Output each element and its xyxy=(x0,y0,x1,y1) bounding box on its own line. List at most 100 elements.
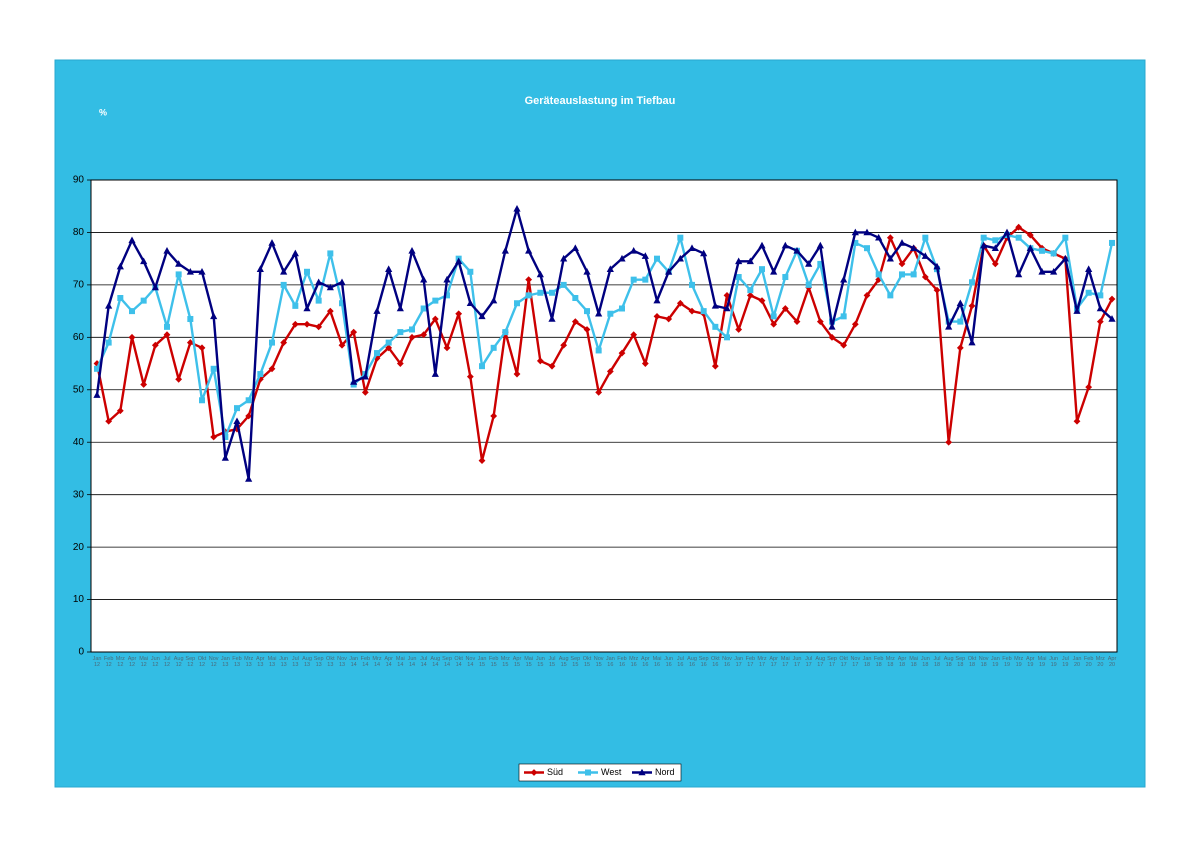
x-tick-label: Jul 14 xyxy=(420,656,427,668)
data-point xyxy=(747,287,754,294)
x-tick-label: Apr 12 xyxy=(128,656,137,668)
x-tick-label: Jun 18 xyxy=(921,656,930,668)
data-point xyxy=(396,360,404,367)
data-point xyxy=(536,357,544,365)
data-point xyxy=(606,368,614,375)
data-point xyxy=(268,365,276,373)
legend-label: Süd xyxy=(547,767,563,777)
data-point xyxy=(1015,270,1023,278)
data-point xyxy=(746,291,754,299)
x-tick-label: Apr 19 xyxy=(1026,656,1035,668)
data-point xyxy=(408,333,416,341)
x-tick-label: Jan 18 xyxy=(863,656,872,668)
data-point xyxy=(186,267,194,275)
legend-marker xyxy=(530,769,538,776)
data-point xyxy=(396,304,404,312)
data-point xyxy=(374,350,380,357)
data-point xyxy=(140,381,148,388)
data-point xyxy=(163,331,171,339)
data-point xyxy=(1050,250,1057,257)
data-point xyxy=(466,299,474,307)
data-point xyxy=(735,326,743,333)
series-line xyxy=(95,226,1114,462)
data-point xyxy=(910,271,917,278)
data-point xyxy=(805,281,812,288)
data-point xyxy=(1038,267,1046,275)
data-point xyxy=(117,295,124,301)
x-tick-label: Mai 19 xyxy=(1038,656,1047,668)
x-tick-label: Mai 12 xyxy=(139,656,148,668)
y-tick-label: 50 xyxy=(73,384,85,395)
data-point xyxy=(595,347,602,354)
x-tick-label: Okt 18 xyxy=(968,656,977,668)
data-point xyxy=(502,329,509,336)
x-tick-label: Jul 12 xyxy=(163,656,170,668)
data-point xyxy=(724,334,730,341)
data-point xyxy=(128,333,136,341)
data-point xyxy=(560,254,568,262)
data-point xyxy=(1085,289,1092,296)
data-point xyxy=(689,281,695,288)
y-tick-label: 10 xyxy=(73,594,85,605)
data-point xyxy=(991,260,999,268)
x-tick-label: Sep 13 xyxy=(314,656,324,668)
data-point xyxy=(584,308,590,315)
data-point xyxy=(1096,304,1104,312)
data-point xyxy=(455,310,463,318)
x-tick-label: Apr 13 xyxy=(256,656,265,668)
data-point xyxy=(642,276,649,283)
data-point xyxy=(1026,231,1034,239)
legend-marker xyxy=(638,768,646,776)
x-tick-label: Jun 12 xyxy=(151,656,160,668)
data-point xyxy=(688,307,696,315)
data-point xyxy=(268,239,276,246)
x-tick-label: Okt 12 xyxy=(198,656,207,668)
x-tick-label: Apr 14 xyxy=(384,656,393,668)
data-point xyxy=(956,299,964,307)
x-tick-label: Sep 12 xyxy=(185,656,195,668)
data-point xyxy=(1108,315,1116,322)
x-tick-label: Feb 15 xyxy=(489,656,498,668)
data-point xyxy=(478,312,486,320)
x-tick-label: Aug 18 xyxy=(944,656,954,668)
data-point xyxy=(653,312,661,320)
data-point xyxy=(151,283,159,291)
y-tick-label: 80 xyxy=(73,227,85,238)
data-point xyxy=(816,241,824,249)
data-point xyxy=(525,276,533,284)
data-point xyxy=(1015,223,1023,231)
data-point xyxy=(828,323,836,330)
data-point xyxy=(899,271,905,278)
x-tick-label: Jun 13 xyxy=(279,656,288,668)
y-tick-label: 90 xyxy=(73,175,85,186)
data-point xyxy=(863,291,871,299)
data-point xyxy=(292,302,299,309)
x-tick-label: Sep 15 xyxy=(570,656,580,668)
data-point xyxy=(828,333,836,341)
x-tick-label: Sep 18 xyxy=(955,656,965,668)
data-point xyxy=(326,307,334,315)
x-tick-label: Mai 14 xyxy=(396,656,405,668)
x-tick-label: Mai 16 xyxy=(653,656,662,668)
data-point xyxy=(431,370,439,377)
data-point xyxy=(1073,307,1081,314)
data-point xyxy=(910,244,918,251)
data-point xyxy=(198,344,206,352)
data-point xyxy=(210,312,218,320)
data-point xyxy=(641,252,649,259)
data-point xyxy=(105,302,113,309)
data-point xyxy=(957,318,964,325)
data-point xyxy=(116,407,124,415)
y-tick-label: 0 xyxy=(78,647,84,658)
data-point xyxy=(408,247,416,254)
data-point xyxy=(606,265,614,272)
data-point xyxy=(431,315,439,323)
x-tick-label: Apr 17 xyxy=(769,656,778,668)
data-point xyxy=(339,300,345,307)
x-tick-label: Feb 18 xyxy=(874,656,883,668)
data-point xyxy=(968,302,976,310)
data-point xyxy=(129,308,135,315)
data-point xyxy=(968,338,976,346)
data-point xyxy=(151,341,159,349)
x-tick-label: Jun 14 xyxy=(408,656,417,668)
